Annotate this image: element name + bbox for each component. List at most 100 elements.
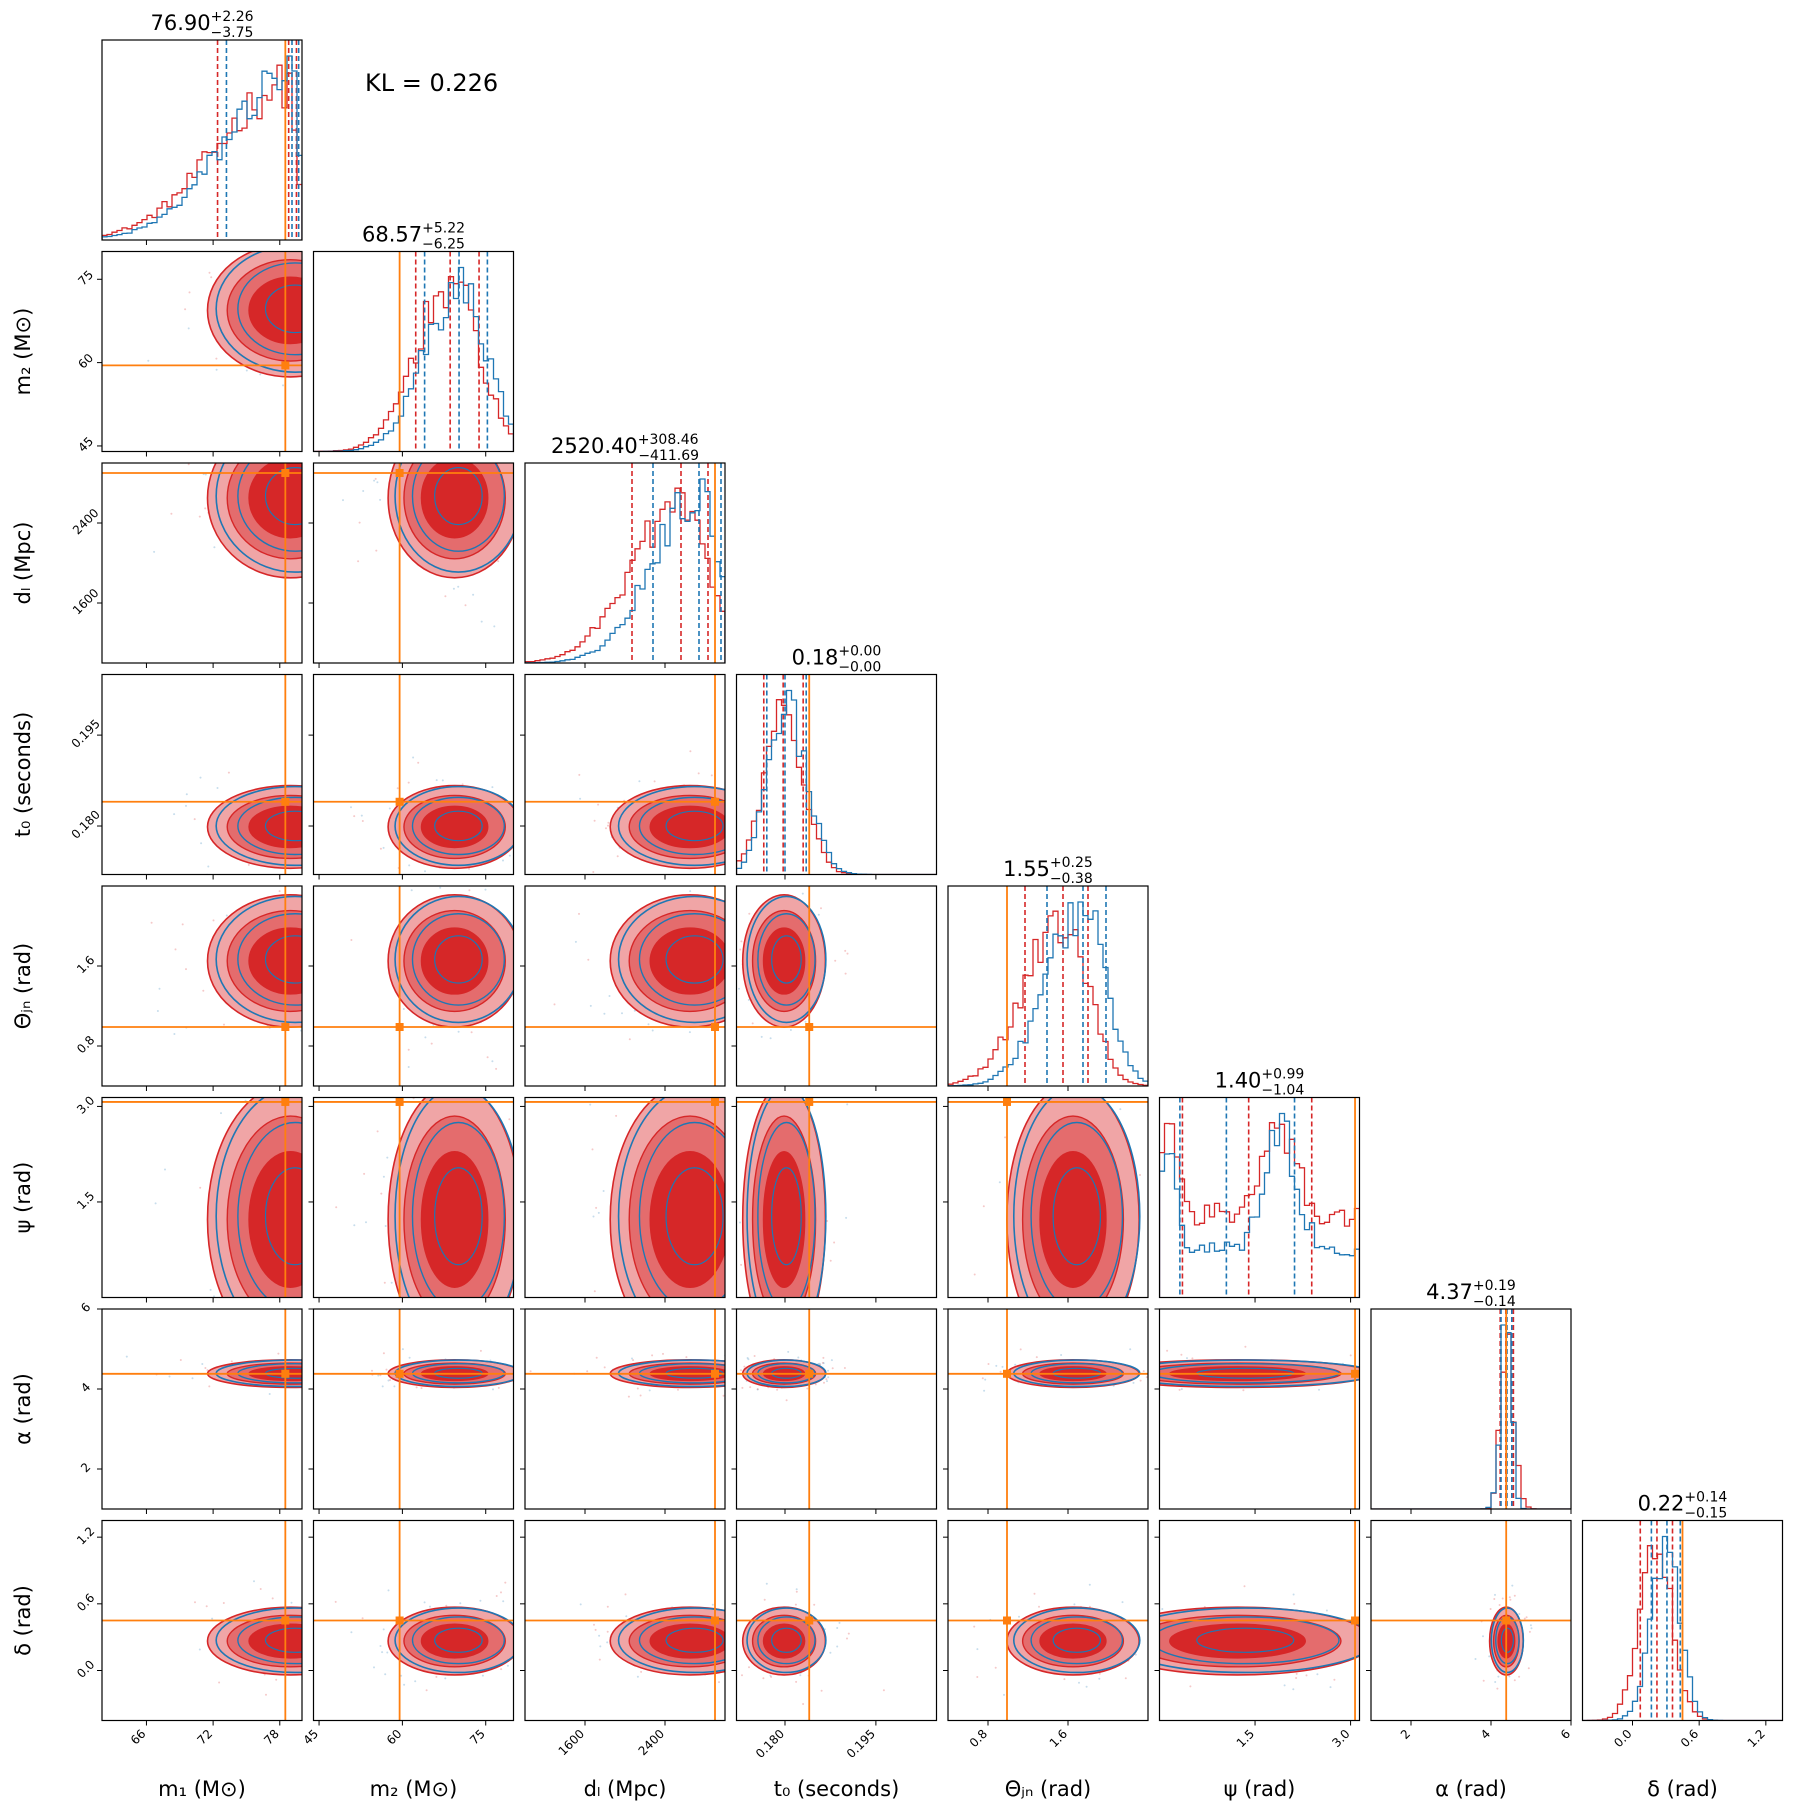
panel-frame [524,1519,726,1722]
sample-point [361,875,363,877]
sample-point [342,1302,344,1304]
sample-point [307,1342,309,1344]
sample-point [384,475,386,477]
sample-point [304,279,306,281]
contour-blue-outer [215,463,302,573]
sample-point [1139,1174,1141,1176]
sample-point [780,1086,782,1088]
sample-point [200,842,203,845]
sample-point [290,1601,293,1604]
truth-marker [395,1097,404,1106]
sample-point [1014,1363,1017,1366]
sample-point [268,1393,271,1395]
sample-point [308,1371,310,1373]
sample-point [337,561,339,563]
sample-point [1385,1361,1387,1363]
sample-point [423,877,425,879]
x-tick-label-alpha: 6 [1558,1727,1573,1742]
sample-point [1016,1362,1018,1364]
sample-point [321,1395,323,1397]
truth-marker [1003,1097,1011,1106]
sample-point [508,1118,511,1121]
summary-title-theta: 1.55+0.25 −0.38 [1003,855,1093,887]
sample-point [375,867,377,869]
sample-point [673,1301,675,1303]
sample-point [734,977,736,979]
sample-point [833,1241,836,1244]
sample-point [1244,1345,1247,1348]
sample-point [1152,1381,1154,1383]
sample-point [826,1380,828,1383]
contour-blue-outer [215,1097,266,1298]
sample-point [1292,1688,1295,1691]
contour-blue-inner [434,1167,483,1266]
y-tick-label-dL: 1600 [70,586,101,617]
sample-point [304,970,306,972]
contour-blue-mid [411,1616,506,1665]
hist-panel-delta: 0.22+0.14 −0.15 0.0 0.6 1.2 [1581,1490,1784,1750]
sample-point [728,1334,730,1336]
sample-point [1078,1681,1080,1684]
sample-point [829,1259,832,1262]
sample-point [373,373,375,375]
sample-point [731,1371,733,1373]
sample-point [445,1604,448,1607]
sample-point [1191,1357,1194,1360]
sample-point [359,1615,361,1617]
sample-point [194,1601,196,1604]
truth-marker [805,1369,814,1378]
sample-point [780,795,782,797]
sample-point [337,1658,339,1660]
sample-point [357,784,359,786]
sample-point [806,1387,809,1390]
sample-point [204,274,206,276]
sample-point [729,867,731,869]
sample-point [331,1641,333,1643]
summary-title-m1: 76.90+2.26 −3.75 [150,9,253,41]
sample-point [363,1003,365,1005]
sample-point [595,1206,598,1209]
sample-point [402,1359,404,1361]
sample-point [1151,1380,1153,1382]
sample-point [526,1118,528,1120]
sample-point [393,1385,396,1388]
sample-point [185,968,187,971]
sample-point [324,1676,326,1678]
sample-point [317,1343,319,1345]
sample-point [307,366,309,368]
panel-frame [101,462,303,664]
contour-blue-outer [215,785,302,867]
sample-point [366,953,368,955]
sample-point [326,1612,328,1614]
sample-point [375,549,378,552]
sample-point [170,512,173,515]
contour-blue-outer [215,251,302,373]
sample-point [337,469,339,471]
sample-point [580,1364,582,1366]
sample-point [153,550,156,553]
sample-point [482,396,484,398]
sample-point [982,1205,985,1208]
sample-point [836,1645,839,1648]
sample-point [633,1009,636,1012]
sample-point [324,1103,326,1105]
histogram-blue-psi [1159,1112,1360,1298]
contour-red-inner [248,805,302,849]
sample-point [1038,1605,1040,1608]
sample-point [278,890,281,893]
sample-point [653,780,656,783]
contour-red-inner [248,1623,302,1659]
contour-blue-outer [617,785,725,867]
sample-point [354,1109,356,1111]
sample-point [379,564,381,566]
sample-point [305,331,307,333]
sample-point [845,1216,848,1219]
sample-point [321,1374,323,1376]
sample-point [846,952,849,955]
panel-frame [312,462,515,664]
sample-point [187,327,190,330]
sample-point [636,1675,639,1678]
contour-blue-inner [1196,1627,1295,1653]
sample-point [740,1148,742,1150]
sample-point [385,1368,388,1371]
